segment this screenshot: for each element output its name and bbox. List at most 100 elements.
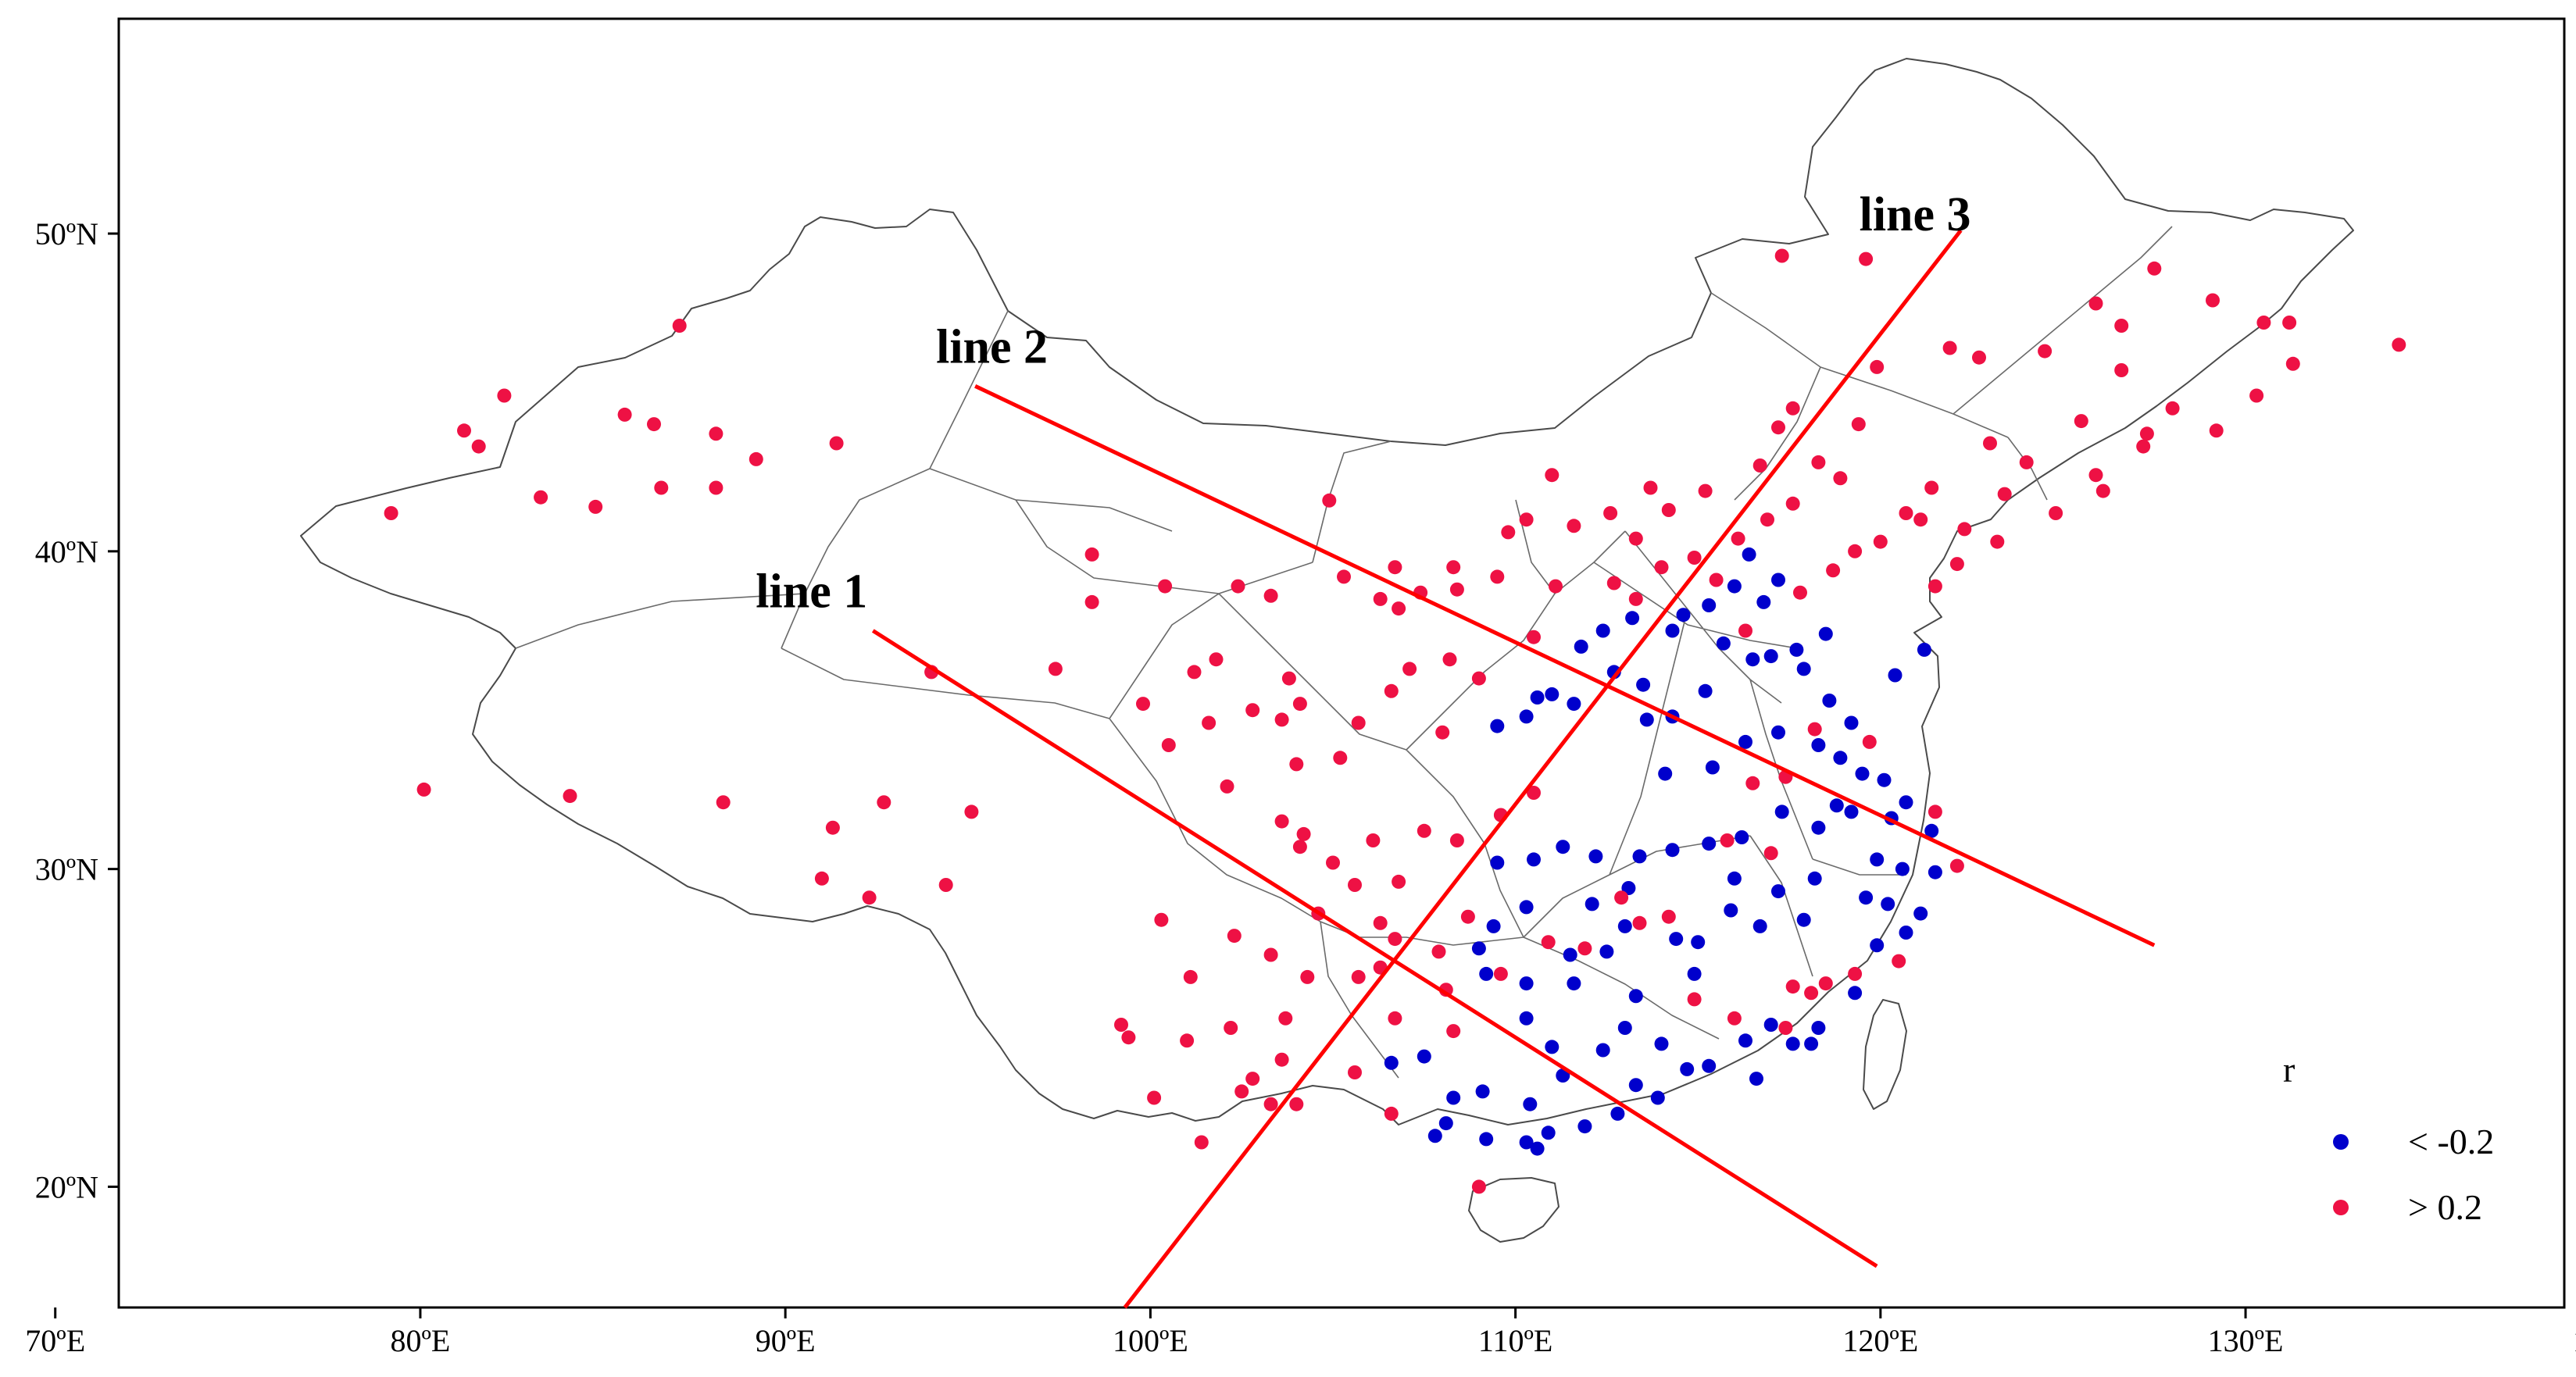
station-point [1479, 1132, 1494, 1147]
station-point [1676, 608, 1691, 623]
station-point [1460, 909, 1475, 924]
station-point [1862, 734, 1877, 749]
transect-label: line 1 [756, 565, 867, 619]
station-point [2114, 363, 2129, 377]
station-point [1774, 248, 1789, 263]
station-point [716, 795, 731, 810]
country-outline [300, 58, 2354, 1126]
taiwan-outline [1863, 999, 1907, 1110]
station-point [1296, 826, 1311, 841]
transect-line [974, 384, 2156, 947]
station-point [1763, 1018, 1778, 1032]
station-point [1785, 401, 1800, 416]
station-point [1895, 862, 1910, 876]
station-point [2139, 426, 2154, 441]
station-point [1913, 512, 1928, 527]
station-point [1545, 687, 1560, 701]
station-point [1187, 665, 1202, 680]
station-point [1702, 837, 1717, 851]
station-point [1595, 623, 1610, 638]
station-point [1913, 906, 1928, 921]
station-point [1661, 909, 1676, 924]
station-point [1471, 671, 1486, 686]
station-point [1990, 534, 2005, 549]
station-point [1417, 1049, 1431, 1064]
transect-label: line 3 [1860, 188, 1971, 241]
station-point [2088, 296, 2103, 311]
station-point [1720, 833, 1735, 847]
station-point [1705, 760, 1720, 775]
station-point [1348, 1065, 1362, 1079]
station-point [1983, 436, 1997, 451]
station-point [672, 319, 687, 333]
station-point [588, 499, 603, 514]
station-point [1628, 591, 1643, 606]
station-point [1471, 941, 1486, 956]
station-point [1727, 871, 1742, 886]
station-point [1446, 1024, 1461, 1039]
y-tick-label: 30ºN [35, 852, 98, 887]
station-point [1702, 598, 1717, 612]
station-point [1541, 1126, 1556, 1140]
station-point [862, 890, 877, 905]
station-point [1493, 966, 1508, 981]
station-point [1811, 820, 1826, 835]
station-point [1793, 585, 1807, 600]
station-point [1588, 849, 1603, 864]
station-point [1745, 776, 1760, 790]
station-point [1446, 560, 1461, 575]
station-point [1899, 506, 1913, 520]
station-point [1263, 947, 1278, 962]
station-point [1527, 852, 1541, 867]
station-point [1519, 1135, 1534, 1150]
station-point [1785, 979, 1800, 994]
station-point [1606, 576, 1621, 590]
station-point [1639, 712, 1654, 727]
station-point [1848, 966, 1863, 981]
station-point [457, 423, 471, 438]
station-point [471, 439, 486, 454]
station-point [1431, 944, 1446, 959]
station-point [1745, 652, 1760, 667]
station-point [1549, 579, 1563, 594]
station-point [1486, 919, 1501, 933]
station-point [2136, 439, 2151, 454]
station-point [1384, 1106, 1399, 1121]
y-tick-label: 40ºN [35, 534, 98, 569]
x-tick-label: 70ºE [25, 1323, 85, 1358]
station-point [1475, 1084, 1490, 1099]
station-point [1351, 715, 1366, 730]
station-point [1731, 531, 1745, 546]
station-point [1774, 804, 1789, 819]
station-point [1763, 649, 1778, 664]
station-point [1727, 1011, 1742, 1026]
station-point [1603, 506, 1618, 520]
legend-title: r [2283, 1050, 2295, 1090]
station-point [1545, 468, 1560, 483]
station-point [1471, 1179, 1486, 1194]
station-point [1826, 563, 1841, 578]
station-point [2038, 344, 2053, 359]
station-point [1084, 594, 1099, 609]
station-point [1180, 1033, 1195, 1048]
station-point [2147, 261, 2162, 276]
station-point [1752, 458, 1767, 473]
station-point [1427, 1129, 1442, 1143]
station-point [1333, 751, 1348, 765]
station-point [1263, 588, 1278, 603]
station-point [1870, 359, 1885, 374]
station-point [1519, 1011, 1534, 1026]
station-point [1735, 830, 1749, 844]
station-point [1771, 573, 1785, 587]
station-point [1392, 874, 1406, 889]
station-point [2249, 388, 2264, 403]
station-point [1811, 738, 1826, 752]
station-point [1449, 582, 1464, 597]
station-point [1687, 992, 1702, 1007]
station-point [384, 506, 398, 520]
station-point [416, 782, 431, 797]
station-point [1848, 544, 1863, 558]
station-point [1687, 966, 1702, 981]
station-point [1665, 843, 1680, 858]
x-tick-label: 110ºE [1478, 1323, 1552, 1358]
